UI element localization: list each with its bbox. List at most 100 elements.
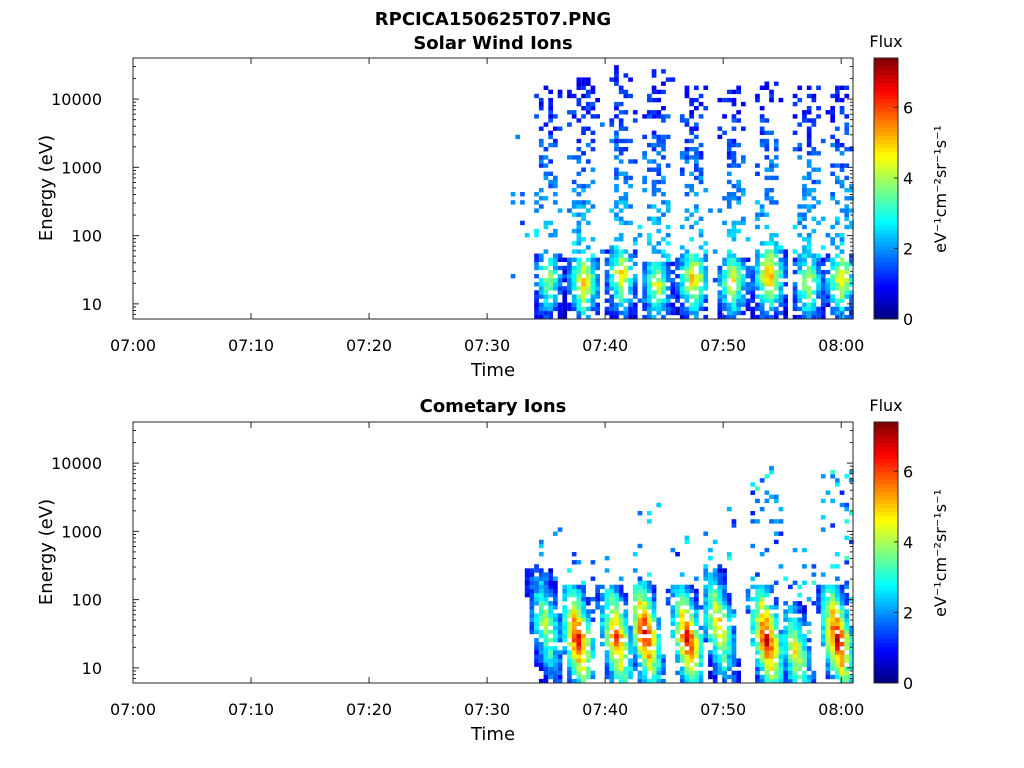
heatmap-cell xyxy=(736,290,741,295)
heatmap-cell xyxy=(604,662,610,667)
heatmap-cell xyxy=(661,253,666,258)
colorbar-swatch xyxy=(874,536,898,541)
heatmap-cell xyxy=(529,572,535,577)
heatmap-cell xyxy=(609,584,615,590)
colorbar-swatch xyxy=(874,70,898,75)
heatmap-cell xyxy=(609,245,615,250)
heatmap-cell xyxy=(581,588,586,594)
heatmap-cell xyxy=(642,306,647,312)
heatmap-cell xyxy=(703,617,709,622)
heatmap-cell xyxy=(736,286,741,291)
heatmap-cell xyxy=(614,638,619,643)
heatmap-cell xyxy=(571,621,577,626)
heatmap-cell xyxy=(759,85,765,90)
heatmap-cell xyxy=(656,633,662,639)
heatmap-cell xyxy=(816,269,821,275)
heatmap-cell xyxy=(788,646,793,651)
heatmap-cell xyxy=(524,568,530,573)
heatmap-cell xyxy=(684,314,690,320)
heatmap-cell xyxy=(759,654,765,659)
heatmap-cell xyxy=(778,646,784,651)
heatmap-cell xyxy=(769,625,774,631)
heatmap-cell xyxy=(553,678,558,684)
heatmap-cell xyxy=(534,228,539,234)
heatmap-cell xyxy=(839,658,845,663)
heatmap-cell xyxy=(769,633,774,639)
heatmap-cell xyxy=(576,310,582,316)
heatmap-cell xyxy=(623,609,629,614)
heatmap-cell xyxy=(548,306,553,312)
heatmap-cell xyxy=(694,167,699,172)
heatmap-cell xyxy=(773,253,779,258)
heatmap-cell xyxy=(849,511,854,516)
heatmap-cell xyxy=(553,298,558,303)
colorbar-swatch xyxy=(874,674,898,680)
colorbar-swatch xyxy=(874,164,898,169)
heatmap-cell xyxy=(773,678,779,684)
heatmap-cell xyxy=(839,249,845,254)
heatmap-cell xyxy=(849,196,854,201)
heatmap-cell xyxy=(835,138,840,144)
heatmap-cell xyxy=(679,274,685,279)
heatmap-cell xyxy=(576,101,582,107)
heatmap-cell xyxy=(802,204,807,209)
heatmap-cell xyxy=(585,625,591,631)
heatmap-cell xyxy=(835,147,840,152)
heatmap-cell xyxy=(571,278,577,283)
heatmap-cell xyxy=(811,290,817,295)
heatmap-cell xyxy=(844,617,850,622)
heatmap-cell xyxy=(562,588,568,594)
heatmap-cell xyxy=(844,212,850,217)
heatmap-cell xyxy=(614,147,619,152)
heatmap-cell xyxy=(576,662,582,667)
heatmap-cell xyxy=(773,274,779,279)
heatmap-cell xyxy=(614,167,619,172)
heatmap-cell xyxy=(806,118,812,123)
heatmap-cell xyxy=(825,290,831,295)
heatmap-cell xyxy=(825,597,831,602)
heatmap-cell xyxy=(571,257,577,262)
heatmap-cell xyxy=(811,204,817,209)
heatmap-cell xyxy=(773,200,779,205)
heatmap-cell xyxy=(647,642,652,647)
heatmap-cell xyxy=(534,592,539,598)
heatmap-cell xyxy=(788,678,793,684)
heatmap-cell xyxy=(576,81,582,86)
heatmap-cell xyxy=(628,662,633,667)
heatmap-cell xyxy=(811,228,817,234)
heatmap-cell xyxy=(694,629,699,635)
colorbar-swatch xyxy=(874,593,898,598)
heatmap-cell xyxy=(618,85,624,90)
heatmap-cell xyxy=(736,298,741,303)
heatmap-cell xyxy=(689,597,694,602)
heatmap-cell xyxy=(708,576,713,581)
heatmap-cell xyxy=(538,666,544,671)
heatmap-cell xyxy=(684,151,690,156)
heatmap-cell xyxy=(783,678,788,684)
heatmap-cell xyxy=(679,314,685,320)
heatmap-cell xyxy=(647,629,652,635)
heatmap-cell xyxy=(632,310,638,316)
heatmap-cell xyxy=(670,588,676,594)
heatmap-cell xyxy=(581,666,586,671)
heatmap-cell xyxy=(529,605,535,610)
heatmap-cell xyxy=(557,613,563,618)
heatmap-cell xyxy=(534,601,539,606)
heatmap-cell xyxy=(632,629,638,635)
heatmap-cell xyxy=(802,118,807,123)
heatmap-cell xyxy=(806,237,812,242)
heatmap-cell xyxy=(806,674,812,680)
heatmap-cell xyxy=(538,633,544,639)
heatmap-cell xyxy=(844,175,850,181)
heatmap-cell xyxy=(590,638,596,643)
heatmap-cell xyxy=(816,151,821,156)
heatmap-cell xyxy=(618,633,624,639)
heatmap-cell xyxy=(656,249,662,254)
heatmap-cell xyxy=(773,298,779,303)
heatmap-cell xyxy=(585,81,591,86)
heatmap-cell xyxy=(717,588,723,594)
colorbar-tick-label: 2 xyxy=(903,239,913,258)
heatmap-cell xyxy=(661,155,666,160)
heatmap-cell xyxy=(614,81,619,86)
heatmap-cell xyxy=(802,306,807,312)
